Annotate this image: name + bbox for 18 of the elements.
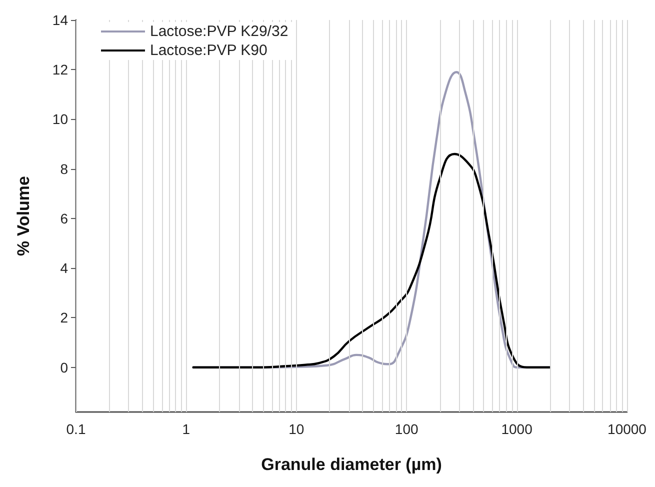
x-tick-label: 0.1 xyxy=(66,421,86,437)
y-tick-label: 12 xyxy=(52,62,68,78)
y-tick-label: 8 xyxy=(60,160,68,177)
x-tick-label: 1000 xyxy=(501,421,533,437)
x-tick-label: 10 xyxy=(288,421,304,437)
y-tick-label: 4 xyxy=(60,260,68,276)
legend-label: Lactose:PVP K90 xyxy=(150,42,268,59)
x-tick-label: 100 xyxy=(394,421,418,437)
legend-label: Lactose:PVP K29/32 xyxy=(150,23,288,40)
y-tick-label: 2 xyxy=(60,310,68,326)
y-tick-label: 0 xyxy=(60,359,68,376)
y-tick-label: 10 xyxy=(52,111,68,128)
x-tick-label: 10000 xyxy=(608,421,647,437)
y-tick-label: 6 xyxy=(60,210,68,226)
x-axis-title: Granule diameter (µm) xyxy=(261,455,442,474)
y-axis-title: % Volume xyxy=(14,176,33,256)
y-tick-label: 14 xyxy=(52,12,68,28)
x-tick-label: 1 xyxy=(182,421,190,437)
